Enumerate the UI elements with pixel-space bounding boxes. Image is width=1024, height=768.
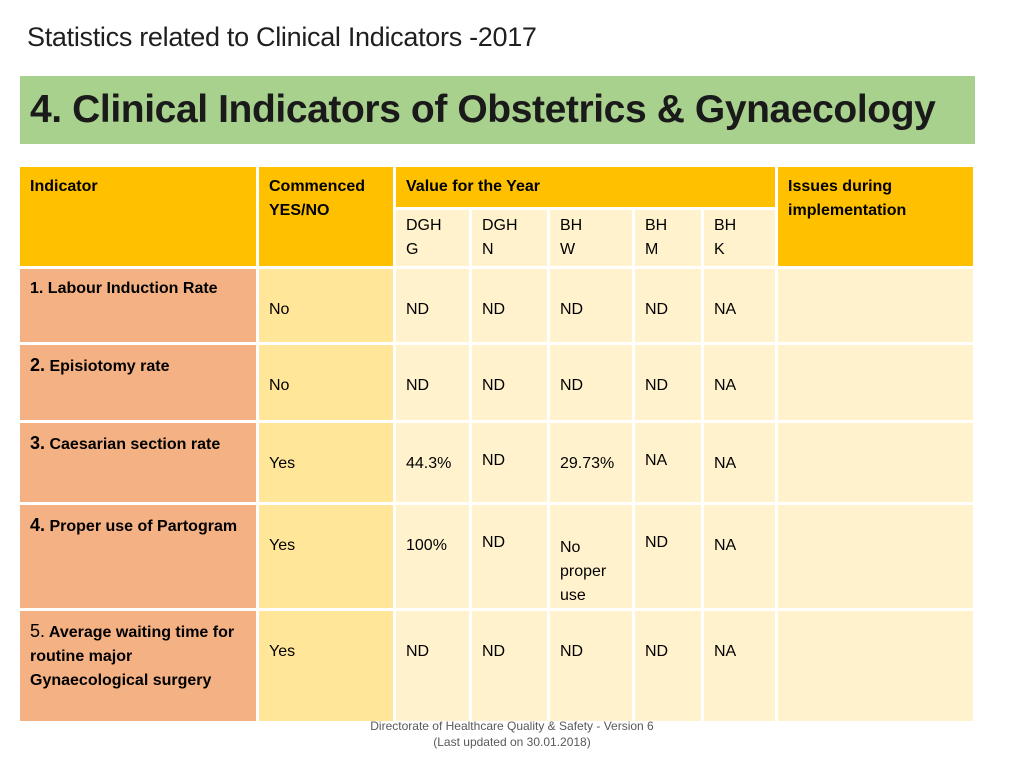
issues-cell [775, 266, 977, 345]
value-cell: ND [632, 608, 704, 724]
hospital-line2: W [560, 241, 576, 258]
header-value-for-year: Value for the Year [392, 164, 779, 210]
indicator-number: 5. [30, 621, 46, 641]
value-cell: ND [632, 342, 704, 423]
value-cell: ND [632, 266, 704, 345]
indicator-cell: 1. Labour Induction Rate [17, 266, 259, 345]
value-cell: NA [700, 266, 779, 345]
hospital-line2: K [714, 241, 725, 258]
hospital-line2: G [406, 241, 419, 258]
indicator-label: Average waiting time for routine major G… [30, 624, 235, 689]
commenced-cell: No [256, 266, 396, 345]
section-banner: 4. Clinical Indicators of Obstetrics & G… [20, 76, 975, 144]
value-cell: 29.73% [547, 420, 635, 505]
hospital-line1: BH [714, 217, 737, 234]
header-issues-line1: Issues during [788, 178, 893, 195]
value-cell: 100% [393, 502, 472, 611]
value-cell: ND [469, 420, 550, 505]
hospital-line1: DGH [406, 217, 442, 234]
indicator-number: 2. [30, 355, 46, 375]
table-row: 1. Labour Induction Rate No ND ND ND ND … [17, 266, 977, 345]
issues-cell [775, 342, 977, 423]
commenced-cell: Yes [256, 420, 396, 505]
section-heading: 4. Clinical Indicators of Obstetrics & G… [30, 88, 936, 131]
issues-cell [775, 608, 977, 724]
indicator-label: Proper use of Partogram [49, 518, 238, 535]
header-issues: Issues during implementation [775, 164, 977, 269]
header-hospital-bhk: BH K [700, 207, 779, 269]
value-cell: NA [700, 420, 779, 505]
footer-line2: (Last updated on 30.01.2018) [433, 735, 591, 749]
header-hospital-dghn: DGH N [469, 207, 550, 269]
table-row: 5. Average waiting time for routine majo… [17, 608, 977, 724]
indicator-label: Caesarian section rate [49, 436, 221, 453]
hospital-line1: DGH [482, 217, 518, 234]
value-cell: NA [700, 342, 779, 423]
page-title: Statistics related to Clinical Indicator… [27, 22, 537, 52]
value-cell: ND [469, 266, 550, 345]
hospital-line2: N [482, 241, 494, 258]
value-cell: ND [469, 342, 550, 423]
value-cell: ND [393, 608, 472, 724]
indicator-cell: 5. Average waiting time for routine majo… [17, 608, 259, 724]
value-cell: NA [700, 608, 779, 724]
value-cell: ND [393, 342, 472, 423]
value-cell: NA [632, 420, 704, 505]
hospital-line1: BH [560, 217, 583, 234]
value-cell: ND [393, 266, 472, 345]
header-hospital-bhm: BH M [632, 207, 704, 269]
indicator-label: Episiotomy rate [49, 358, 170, 375]
header-indicator: Indicator [17, 164, 259, 269]
indicator-label: Labour Induction Rate [47, 280, 218, 297]
value-cell: ND [547, 266, 635, 345]
header-issues-line2: implementation [788, 202, 907, 219]
table-row: 4. Proper use of Partogram Yes 100% ND N… [17, 502, 977, 611]
indicator-number: 3. [30, 433, 46, 453]
table-row: 2. Episiotomy rate No ND ND ND ND NA [17, 342, 977, 423]
hospital-line1: BH [645, 217, 668, 234]
footer-line1: Directorate of Healthcare Quality & Safe… [370, 719, 654, 733]
header-hospital-bhw: BH W [547, 207, 635, 269]
value-cell: No proper use [547, 502, 635, 611]
indicator-cell: 4. Proper use of Partogram [17, 502, 259, 611]
footer: Directorate of Healthcare Quality & Safe… [0, 718, 1024, 750]
value-cell: ND [547, 608, 635, 724]
indicators-table: Indicator Commenced YES/NO Value for the… [17, 164, 977, 724]
hospital-line2: M [645, 241, 659, 258]
value-cell: ND [469, 608, 550, 724]
commenced-cell: Yes [256, 608, 396, 724]
indicator-number: 1. [30, 280, 44, 297]
commenced-cell: Yes [256, 502, 396, 611]
indicator-number: 4. [30, 515, 46, 535]
indicator-cell: 3. Caesarian section rate [17, 420, 259, 505]
value-cell: NA [700, 502, 779, 611]
value-cell: ND [469, 502, 550, 611]
value-cell: ND [547, 342, 635, 423]
header-commenced: Commenced YES/NO [256, 164, 396, 269]
header-commenced-line2: YES/NO [269, 202, 330, 219]
issues-cell [775, 420, 977, 505]
commenced-cell: No [256, 342, 396, 423]
indicator-cell: 2. Episiotomy rate [17, 342, 259, 423]
table-row: 3. Caesarian section rate Yes 44.3% ND 2… [17, 420, 977, 505]
header-commenced-line1: Commenced [269, 178, 366, 195]
value-cell: ND [632, 502, 704, 611]
header-hospital-dghg: DGH G [393, 207, 472, 269]
issues-cell [775, 502, 977, 611]
value-cell: 44.3% [393, 420, 472, 505]
